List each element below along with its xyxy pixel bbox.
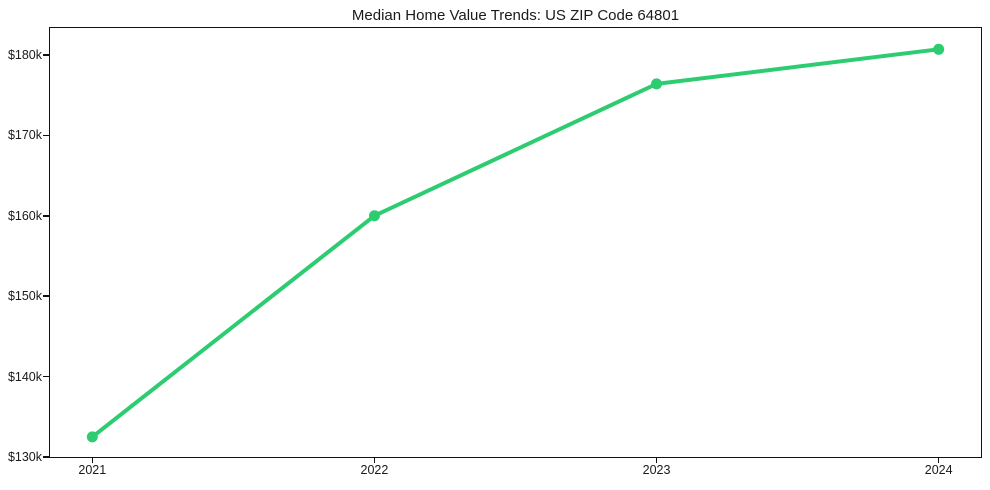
- x-tick-mark: [91, 458, 94, 463]
- x-tick-label: 2023: [642, 463, 671, 477]
- x-tick-mark: [655, 458, 658, 463]
- data-point-marker: [650, 77, 662, 89]
- trend-line: [89, 46, 941, 439]
- y-tick-label: $180k: [7, 47, 42, 62]
- x-tick-label: 2022: [360, 463, 389, 477]
- y-tick-mark: [43, 134, 49, 137]
- y-tick-label: $130k: [7, 450, 42, 464]
- x-tick-label: 2024: [924, 463, 953, 477]
- y-tick-label: $140k: [7, 369, 42, 384]
- chart-title: Median Home Value Trends: US ZIP Code 64…: [351, 7, 680, 24]
- y-tick-label: $170k: [7, 128, 42, 143]
- plot-area: [48, 26, 982, 458]
- x-tick-mark: [373, 458, 376, 463]
- data-point-marker: [368, 209, 380, 221]
- y-tick-mark: [43, 215, 49, 217]
- data-point-marker: [932, 43, 944, 55]
- y-tick-label: $150k: [7, 289, 42, 304]
- y-tick-mark: [43, 54, 49, 56]
- y-tick-mark: [43, 295, 49, 297]
- y-tick-label: $160k: [7, 208, 42, 223]
- data-point-marker: [86, 430, 98, 442]
- y-tick-mark: [43, 456, 49, 458]
- y-tick-mark: [43, 375, 49, 378]
- x-tick-label: 2021: [78, 463, 107, 477]
- x-tick-mark: [937, 458, 940, 463]
- line-series-svg: [86, 43, 944, 442]
